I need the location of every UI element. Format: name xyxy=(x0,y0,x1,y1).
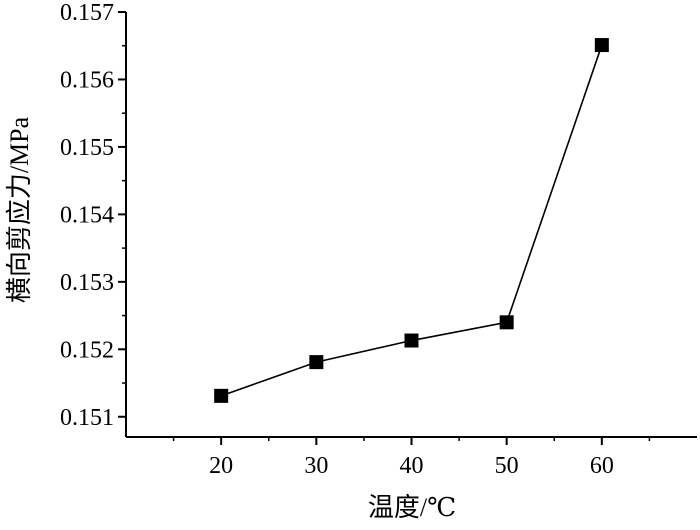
x-tick-label: 60 xyxy=(590,453,614,479)
y-tick-label: 0.153 xyxy=(60,270,114,296)
x-tick-label: 20 xyxy=(209,453,233,479)
data-point-marker xyxy=(594,38,609,53)
x-tick-label: 50 xyxy=(495,453,519,479)
ticks: 0.151 0.152 0.153 0.154 0.155 0.156 0.157 20 30 4… xyxy=(60,0,651,479)
y-tick-label: 0.157 xyxy=(60,0,114,26)
y-tick-label: 0.156 xyxy=(60,67,114,93)
y-axis-title: 横向剪应力/MPa xyxy=(5,116,34,303)
data-point-marker xyxy=(309,355,324,370)
data-point-marker xyxy=(404,333,419,348)
data-point-marker xyxy=(499,315,514,330)
y-tick-label: 0.151 xyxy=(60,405,114,431)
y-tick-label: 0.155 xyxy=(60,135,114,161)
data-point-marker xyxy=(214,388,229,403)
axes xyxy=(125,12,697,438)
y-tick-label: 0.154 xyxy=(60,202,114,228)
x-tick-label: 40 xyxy=(400,453,424,479)
y-tick-label: 0.152 xyxy=(60,337,114,363)
x-axis-title: 温度/℃ xyxy=(368,493,456,522)
x-tick-label: 30 xyxy=(304,453,328,479)
series xyxy=(214,38,609,403)
